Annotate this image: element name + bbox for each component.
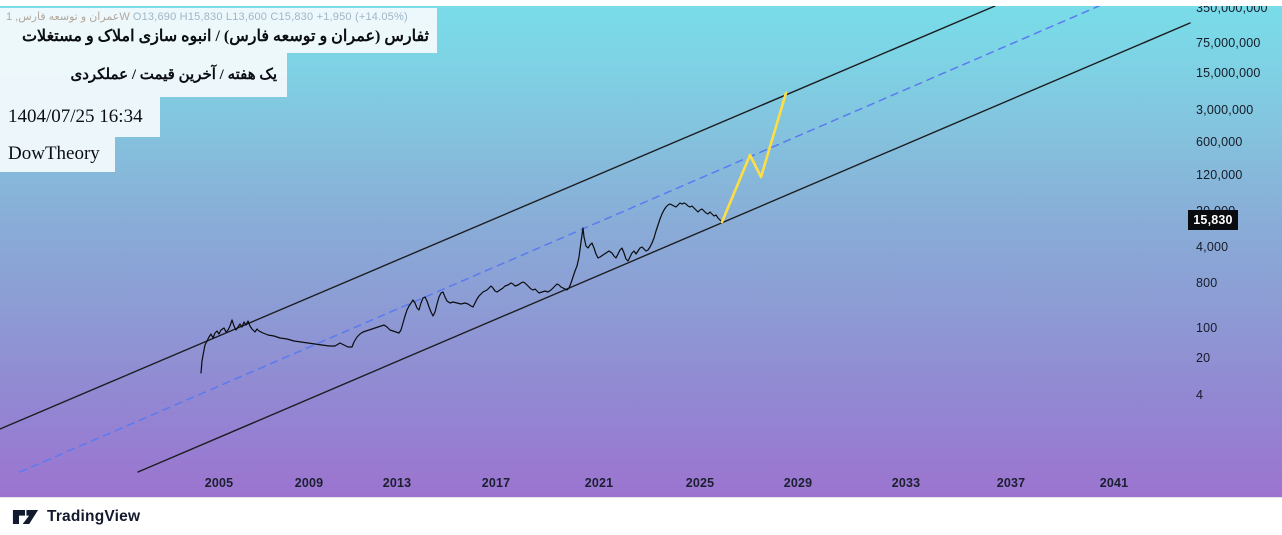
top-margin-strip <box>0 0 1282 6</box>
instrument-title: ثفارس (عمران و توسعه فارس) / انبوه سازی … <box>21 28 429 45</box>
time-tick-label: 2033 <box>891 476 921 490</box>
legend-datetime-box: 1404/07/25 16:34 <box>0 97 160 137</box>
price-tick-label: 20 <box>1196 351 1211 365</box>
channel-upper-line <box>0 5 996 430</box>
price-tick-label: 100 <box>1196 321 1218 335</box>
channel-lower-line <box>137 22 1191 473</box>
legend-title-box: عمران و توسعه فارس, 1W O13,690 H15,830 L… <box>0 8 437 53</box>
channel-midline-dashed <box>19 5 1100 473</box>
dowtheory-watermark: DowTheory <box>8 143 100 164</box>
time-tick-label: 2021 <box>584 476 614 490</box>
time-tick-label: 2029 <box>783 476 813 490</box>
footer-bar: TradingView <box>0 497 1282 535</box>
price-tick-label: 4,000 <box>1196 240 1229 254</box>
symbol-ohlc-row[interactable]: عمران و توسعه فارس, 1W O13,690 H15,830 L… <box>6 11 434 23</box>
chart-canvas[interactable] <box>0 0 1282 497</box>
time-tick-label: 2013 <box>382 476 412 490</box>
legend-subtitle-box: یک هفته / آخرین قیمت / عملکردی <box>0 53 287 97</box>
tradingview-wordmark[interactable]: TradingView <box>47 507 141 525</box>
symbol-name: عمران و توسعه فارس, 1W <box>6 11 130 23</box>
timeframe-subtitle: یک هفته / آخرین قیمت / عملکردی <box>70 67 277 83</box>
projection-line <box>720 91 788 224</box>
time-tick-label: 2009 <box>294 476 324 490</box>
time-tick-label: 2017 <box>481 476 511 490</box>
ohlc-values: O13,690 H15,830 L13,600 C15,830 +1,950 (… <box>132 11 408 23</box>
legend-watermark-box: DowTheory <box>0 137 115 172</box>
price-tick-label: 600,000 <box>1196 135 1243 149</box>
time-scale-axis[interactable]: 2005 2009 2013 2017 2021 2025 2029 2033 2037 2041 <box>0 0 1282 497</box>
time-tick-label: 2005 <box>204 476 234 490</box>
price-line-series <box>200 202 723 374</box>
price-tick-label: 75,000,000 <box>1196 36 1261 50</box>
price-tick-label: 120,000 <box>1196 168 1243 182</box>
price-tick-label: 3,000,000 <box>1196 103 1254 117</box>
last-price-badge: 15,830 <box>1188 210 1238 230</box>
time-tick-label: 2025 <box>685 476 715 490</box>
price-tick-label: 800 <box>1196 276 1218 290</box>
price-tick-label: 4 <box>1196 388 1204 402</box>
chart-canvas-region[interactable]: 4201008004,00020,000120,000600,0003,000,… <box>0 0 1282 497</box>
price-tick-label: 15,000,000 <box>1196 66 1261 80</box>
tradingview-logo-icon[interactable] <box>12 509 39 525</box>
datetime-label: 1404/07/25 16:34 <box>8 106 143 127</box>
time-tick-label: 2041 <box>1099 476 1129 490</box>
time-tick-label: 2037 <box>996 476 1026 490</box>
